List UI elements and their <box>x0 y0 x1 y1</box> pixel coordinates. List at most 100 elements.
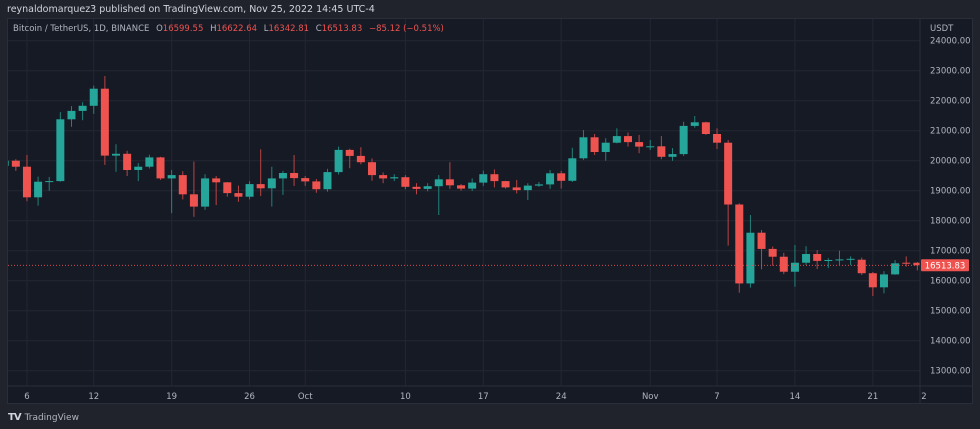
candle-body <box>145 157 154 167</box>
candle[interactable] <box>22 155 31 202</box>
candle[interactable] <box>568 147 577 183</box>
candle[interactable] <box>523 183 532 201</box>
candle[interactable] <box>646 140 655 150</box>
candle[interactable] <box>879 271 888 294</box>
candle[interactable] <box>434 175 443 216</box>
candle[interactable] <box>100 76 109 165</box>
candle[interactable] <box>112 144 120 172</box>
candle[interactable] <box>334 146 343 175</box>
candle[interactable] <box>546 170 555 189</box>
candle[interactable] <box>724 140 733 246</box>
candle[interactable] <box>534 182 543 187</box>
price-axis[interactable]: 24000.00 23000.00 22000.00 21000.00 20000.00… <box>930 37 971 377</box>
candle[interactable] <box>134 163 143 182</box>
candle[interactable] <box>123 150 132 177</box>
candle-body <box>534 184 543 186</box>
candle[interactable] <box>623 132 632 147</box>
time-axis[interactable]: 6 12 19 26 Oct 10 17 24 Nov 7 14 21 2 <box>24 392 926 402</box>
candle[interactable] <box>367 158 376 181</box>
candle[interactable] <box>1 160 9 167</box>
candle[interactable] <box>612 128 621 144</box>
candle[interactable] <box>813 250 822 270</box>
candle[interactable] <box>690 115 699 128</box>
candle[interactable] <box>846 256 855 266</box>
candle[interactable] <box>835 250 844 266</box>
candle[interactable] <box>490 169 499 188</box>
candle[interactable] <box>735 203 744 293</box>
candle[interactable] <box>479 170 488 186</box>
candle[interactable] <box>401 175 410 190</box>
candle[interactable] <box>657 136 666 160</box>
candle[interactable] <box>390 174 399 182</box>
candle[interactable] <box>891 260 900 275</box>
candle[interactable] <box>34 176 43 206</box>
candle[interactable] <box>512 179 521 194</box>
candle[interactable] <box>601 138 610 161</box>
symbol-label[interactable]: Bitcoin / TetherUS, 1D, BINANCE <box>13 24 150 34</box>
candle[interactable] <box>668 148 677 161</box>
candle[interactable] <box>868 272 877 297</box>
candle[interactable] <box>790 245 799 287</box>
candle[interactable] <box>379 172 388 184</box>
candle[interactable] <box>67 106 76 127</box>
candle-body <box>223 182 232 194</box>
time-tick-label: 24 <box>556 392 567 402</box>
candle[interactable] <box>701 121 710 135</box>
candle[interactable] <box>145 154 154 169</box>
candle[interactable] <box>557 170 566 189</box>
candle[interactable] <box>468 178 477 192</box>
candle[interactable] <box>679 121 688 156</box>
candle[interactable] <box>11 159 20 171</box>
candle[interactable] <box>457 184 466 191</box>
grid-lines <box>8 19 920 386</box>
candle[interactable] <box>45 176 54 191</box>
candle[interactable] <box>312 179 321 193</box>
footer-brand[interactable]: TV TradingView <box>8 412 79 423</box>
candle[interactable] <box>78 102 87 121</box>
candle[interactable] <box>713 128 722 150</box>
time-tick-label: Nov <box>642 392 659 402</box>
time-tick-label: 26 <box>244 392 255 402</box>
candle[interactable] <box>746 215 755 288</box>
candle[interactable] <box>913 262 921 271</box>
candle[interactable] <box>234 185 243 202</box>
candle[interactable] <box>56 112 65 182</box>
candle[interactable] <box>779 252 788 275</box>
candle[interactable] <box>301 176 310 186</box>
candle[interactable] <box>423 183 432 192</box>
candle[interactable] <box>902 256 911 267</box>
candle[interactable] <box>267 166 276 207</box>
candle[interactable] <box>635 134 644 154</box>
candle[interactable] <box>802 246 811 266</box>
candle[interactable] <box>156 156 165 180</box>
candle-body <box>22 166 31 198</box>
candle[interactable] <box>167 170 176 214</box>
price-tick-label: 23000.00 <box>930 67 971 77</box>
candle[interactable] <box>501 180 510 189</box>
candle[interactable] <box>212 176 221 206</box>
candle[interactable] <box>323 168 332 192</box>
candle[interactable] <box>278 170 287 195</box>
candle[interactable] <box>223 182 232 197</box>
candle[interactable] <box>356 147 365 165</box>
candle[interactable] <box>345 148 354 169</box>
last-price-marker: 16513.83 <box>8 259 969 272</box>
candle[interactable] <box>178 171 187 200</box>
candle[interactable] <box>857 257 866 276</box>
candle-body <box>468 182 477 189</box>
candle[interactable] <box>590 134 599 156</box>
candle[interactable] <box>189 161 198 217</box>
candle[interactable] <box>245 181 254 200</box>
time-tick-label: 17 <box>478 392 489 402</box>
candle[interactable] <box>768 246 777 266</box>
candle[interactable] <box>290 155 299 186</box>
candle[interactable] <box>412 183 421 195</box>
candle[interactable] <box>201 174 210 210</box>
candle[interactable] <box>824 258 833 269</box>
candle[interactable] <box>89 85 98 114</box>
candle[interactable] <box>757 230 766 270</box>
candle[interactable] <box>445 162 454 189</box>
candle[interactable] <box>579 130 588 160</box>
candle[interactable] <box>256 149 265 197</box>
